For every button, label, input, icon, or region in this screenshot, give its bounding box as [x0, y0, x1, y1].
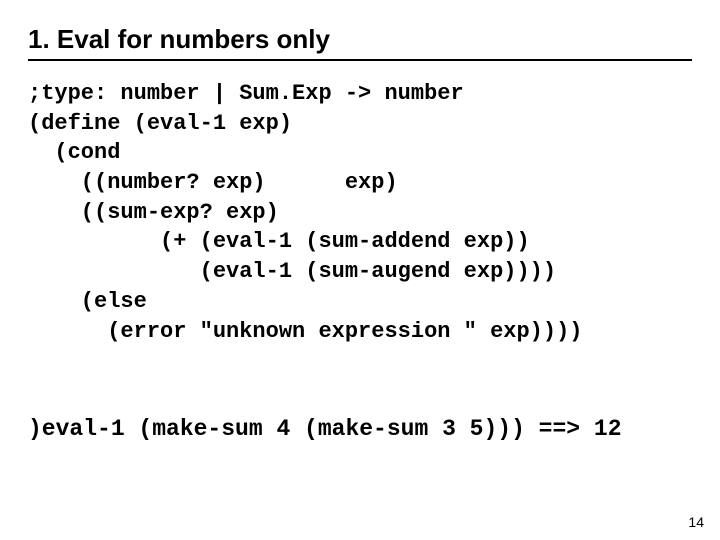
- example-line: )eval-1 (make-sum 4 (make-sum 3 5))) ==>…: [28, 416, 692, 442]
- slide: 1. Eval for numbers only ;type: number |…: [0, 0, 720, 540]
- code-block: ;type: number | Sum.Exp -> number (defin…: [28, 79, 692, 346]
- slide-title: 1. Eval for numbers only: [28, 24, 692, 55]
- page-number: 14: [688, 514, 704, 530]
- title-underline: [28, 59, 692, 61]
